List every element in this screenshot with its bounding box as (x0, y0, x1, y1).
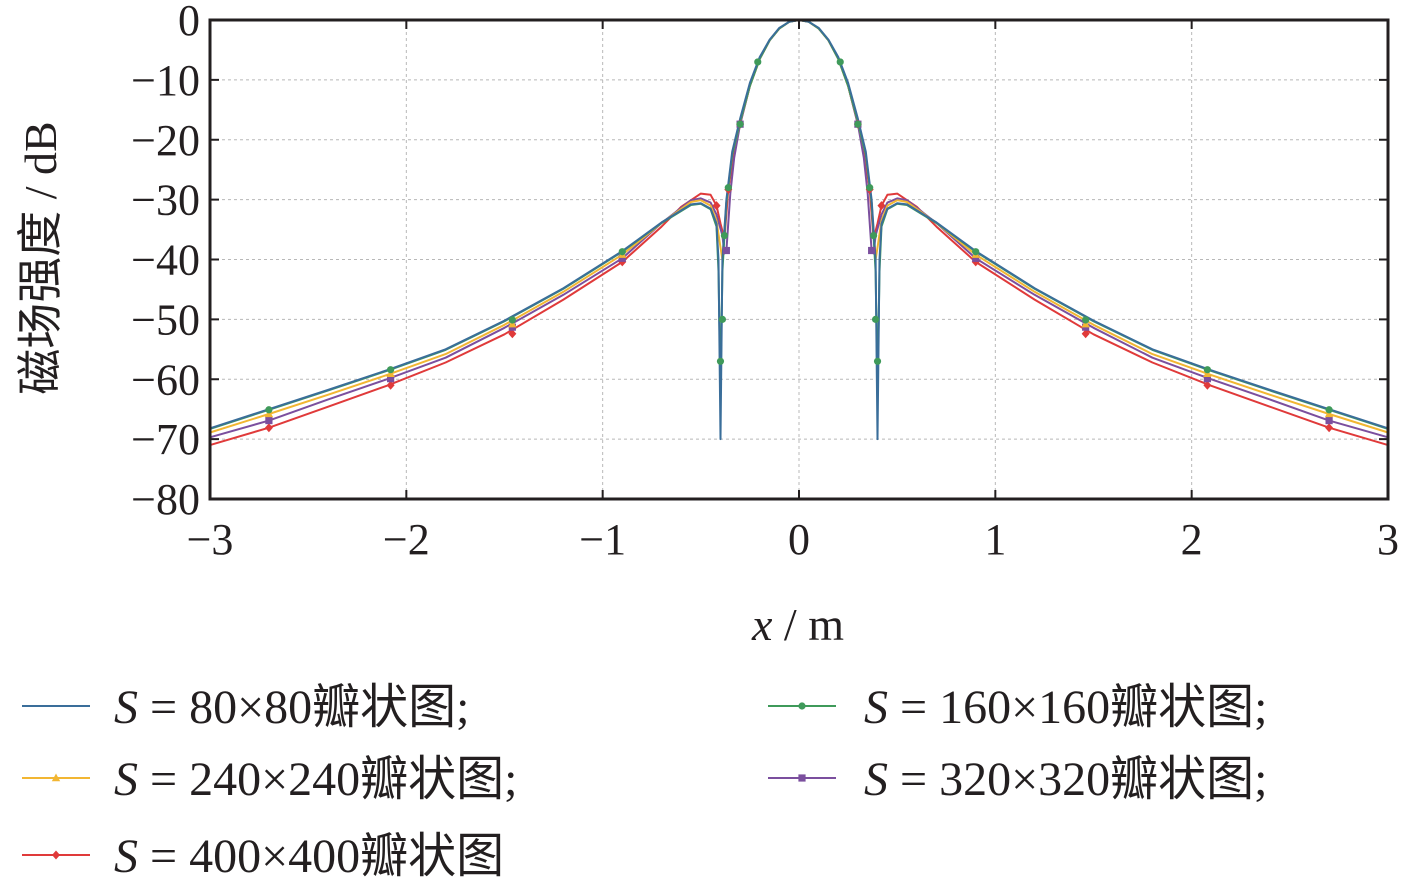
legend-symbol: S (864, 681, 888, 734)
legend-symbol: S (114, 681, 138, 734)
tick-labels: −3 −2 −1 0 1 2 30−10−20−30−40−50−60−70−80 (131, 0, 1399, 564)
data-point-1 (972, 248, 980, 256)
data-point-1 (854, 120, 862, 128)
x-axis-label: x / m (751, 599, 844, 650)
x-tick-label: 0 (788, 515, 810, 564)
data-point-4 (264, 423, 273, 433)
data-point-4 (1325, 423, 1334, 433)
x-tick-label: 1 (984, 515, 1006, 564)
data-point-3 (722, 246, 730, 255)
x-tick-label: 3 (1377, 515, 1399, 564)
data-point-1 (720, 231, 728, 240)
data-point-4 (877, 201, 886, 211)
y-tick-label: −50 (131, 295, 200, 344)
data-point-1 (836, 58, 844, 66)
x-axis-unit: / m (772, 599, 844, 650)
y-tick-label: −30 (131, 176, 200, 225)
data-point-1 (387, 366, 395, 374)
x-axis-variable: x (751, 599, 773, 650)
data-point-1 (754, 58, 762, 66)
legend-symbol: S (114, 830, 138, 883)
data-point-3 (868, 246, 876, 255)
data-point-4 (1203, 380, 1212, 390)
legend-marker (52, 850, 60, 860)
data-point-4 (386, 380, 395, 390)
y-tick-label: −40 (131, 236, 200, 285)
data-point-1 (736, 120, 744, 128)
legend-label: S = 400×400瓣状图 (114, 830, 504, 883)
legend: S = 80×80瓣状图; S = 160×160瓣状图;S = 240×240瓣… (22, 681, 1267, 883)
legend-text: = 240×240瓣状图; (138, 753, 517, 806)
y-tick-label: 0 (178, 0, 200, 45)
data-point-1 (618, 248, 626, 256)
legend-item: S = 240×240瓣状图; (22, 753, 517, 806)
data-point-1 (873, 357, 882, 365)
legend-item: S = 160×160瓣状图; (768, 681, 1267, 734)
data-point-3 (972, 254, 980, 262)
data-point-3 (618, 254, 626, 262)
legend-label: S = 80×80瓣状图; (114, 681, 469, 734)
y-tick-label: −60 (131, 355, 200, 404)
grid-lines (210, 20, 1388, 499)
legend-symbol: S (114, 753, 138, 806)
data-point-4 (1081, 329, 1090, 339)
y-tick-label: −10 (131, 56, 200, 105)
data-point-4 (712, 201, 721, 211)
x-tick-label: −1 (579, 515, 626, 564)
y-tick-label: −80 (131, 475, 200, 524)
y-tick-label: −70 (131, 415, 200, 464)
legend-item: S = 400×400瓣状图 (22, 830, 504, 883)
data-point-1 (1082, 316, 1090, 324)
legend-symbol: S (864, 753, 888, 806)
data-point-1 (508, 316, 516, 324)
legend-label: S = 160×160瓣状图; (864, 681, 1267, 734)
x-tick-label: −3 (187, 515, 234, 564)
data-point-4 (508, 329, 517, 339)
x-tick-label: 2 (1181, 515, 1203, 564)
legend-label: S = 240×240瓣状图; (114, 753, 517, 806)
data-point-3 (265, 416, 273, 425)
data-point-1 (716, 357, 725, 365)
legend-text: = 160×160瓣状图; (888, 681, 1267, 734)
y-tick-label: −20 (131, 116, 200, 165)
legend-item: S = 320×320瓣状图; (768, 753, 1267, 806)
legend-text: = 80×80瓣状图; (138, 681, 469, 734)
legend-item: S = 80×80瓣状图; (22, 681, 469, 734)
data-point-1 (718, 315, 727, 323)
legend-marker (798, 774, 806, 782)
legend-text: = 400×400瓣状图 (138, 830, 504, 883)
data-point-1 (871, 315, 880, 323)
axis-ticks (209, 19, 1389, 500)
legend-marker (51, 773, 61, 782)
data-point-1 (1325, 406, 1333, 414)
data-point-3 (387, 375, 395, 383)
data-point-1 (870, 231, 878, 240)
data-point-1 (1203, 366, 1211, 374)
legend-label: S = 320×320瓣状图; (864, 753, 1267, 806)
data-point-1 (265, 406, 273, 414)
data-point-1 (724, 184, 732, 192)
y-axis-label: 磁场强度 / dB (15, 121, 66, 394)
legend-marker (798, 702, 806, 710)
series-markers (264, 58, 1334, 433)
data-point-1 (866, 184, 874, 192)
legend-text: = 320×320瓣状图; (888, 753, 1267, 806)
data-point-3 (1325, 416, 1333, 425)
data-point-3 (1203, 375, 1211, 383)
x-tick-label: −2 (383, 515, 430, 564)
